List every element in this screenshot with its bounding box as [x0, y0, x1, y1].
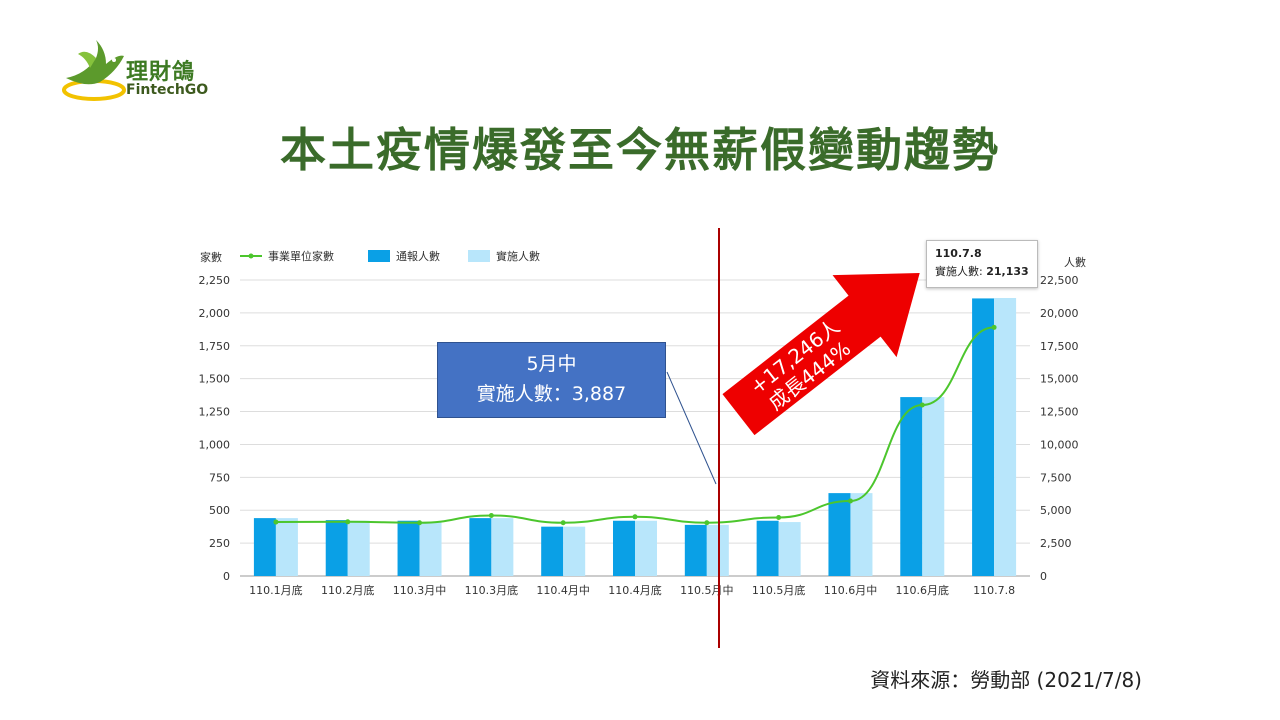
bar-notified [613, 520, 635, 576]
line-point [488, 512, 494, 518]
line-point [847, 498, 853, 504]
y-left-tick-label: 1,000 [199, 438, 231, 451]
y-right-tick-label: 0 [1040, 570, 1047, 583]
source-note: 資料來源：勞動部 (2021/7/8) [870, 668, 1142, 692]
x-tick-label: 110.6月中 [824, 584, 878, 597]
y-left-tick-label: 1,500 [199, 373, 231, 386]
y-left-tick-label: 250 [209, 537, 230, 550]
chart-axes: 0 250 500 750 1,000 1,250 1,500 1,750 2,000 2,250… [199, 250, 1087, 597]
line-point [345, 519, 351, 525]
y-right-tick-label: 5,000 [1040, 504, 1072, 517]
bar-notified [684, 524, 707, 576]
bar-implemented [635, 520, 657, 576]
y-left-tick-label: 1,750 [199, 340, 231, 353]
y-right-tick-label: 20,000 [1040, 307, 1079, 320]
chart-tooltip: 110.7.8 實施人數: 21,133 [926, 240, 1038, 288]
y-right-tick-label: 17,500 [1040, 340, 1079, 353]
callout-line-1: 5月中 [526, 353, 577, 375]
callout-pointer [666, 371, 717, 485]
x-tick-label: 110.6月底 [896, 583, 950, 597]
logo [56, 38, 216, 108]
callout-line-2: 實施人數：3,887 [476, 383, 627, 405]
x-tick-label: 110.5月底 [752, 583, 806, 597]
line-point [273, 519, 279, 525]
legend-label: 通報人數 [396, 250, 440, 263]
x-tick-label: 110.3月底 [465, 583, 519, 597]
bar-implemented [922, 397, 945, 576]
x-tick-label: 110.2月底 [321, 583, 375, 597]
x-tick-label: 110.4月中 [536, 584, 590, 597]
x-tick-label: 110.7.8 [973, 584, 1015, 597]
y-right-tick-label: 15,000 [1040, 373, 1079, 386]
y-left-tick-label: 0 [223, 570, 230, 583]
y-left-tick-label: 1,250 [199, 406, 231, 419]
bar-notified [469, 518, 492, 576]
bar-notified [541, 526, 564, 576]
page-title: 本土疫情爆發至今無薪假變動趨勢 [280, 123, 1000, 177]
x-tick-label: 110.1月底 [249, 583, 303, 597]
y-right-axis-title: 人數 [1064, 256, 1086, 269]
x-tick-label: 110.5月中 [680, 584, 734, 597]
x-tick-label: 110.4月底 [608, 583, 662, 597]
bar-implemented [706, 524, 729, 576]
line-point [704, 520, 710, 526]
legend-label: 實施人數 [496, 249, 540, 263]
y-right-tick-label: 22,500 [1040, 274, 1079, 287]
legend-line-marker [248, 253, 254, 259]
bar-implemented [491, 518, 514, 576]
bar-implemented [778, 522, 801, 576]
chart-line [273, 324, 997, 526]
bar-implemented [850, 493, 873, 576]
legend-label: 事業單位家數 [268, 249, 334, 263]
dove-logo-icon [62, 40, 126, 101]
chart-legend: 事業單位家數 通報人數 實施人數 [240, 249, 540, 263]
y-left-tick-label: 2,250 [199, 274, 231, 287]
legend-notified-swatch [368, 250, 390, 262]
tooltip-date: 110.7.8 [935, 247, 982, 260]
y-left-tick-label: 750 [209, 471, 230, 484]
y-right-tick-label: 7,500 [1040, 471, 1072, 484]
bar-implemented [347, 520, 370, 576]
y-right-tick-label: 10,000 [1040, 438, 1079, 451]
logo-name-en: FintechGO [126, 82, 209, 98]
y-right-tick-label: 2,500 [1040, 537, 1072, 550]
line-point [417, 520, 423, 526]
bar-notified [325, 520, 348, 576]
line-series-path [275, 326, 995, 524]
y-left-tick-label: 500 [209, 504, 230, 517]
bar-notified [397, 520, 420, 576]
bar-implemented [994, 297, 1017, 576]
y-left-tick-label: 2,000 [199, 307, 231, 320]
line-point [919, 402, 925, 408]
logo-name-cn: 理財鴿 [126, 60, 196, 85]
y-left-axis-title: 家數 [200, 250, 222, 264]
line-point [776, 514, 782, 520]
tooltip-value: 21,133 [986, 265, 1029, 278]
line-point [560, 520, 566, 526]
bar-implemented [563, 526, 586, 576]
bar-notified [900, 397, 923, 576]
callout-box: 5月中 實施人數：3,887 [437, 342, 666, 418]
bar-notified [253, 518, 276, 576]
line-point [991, 324, 997, 330]
bar-implemented [275, 518, 298, 576]
x-tick-label: 110.3月中 [393, 584, 447, 597]
line-point [632, 514, 638, 520]
bar-notified [972, 298, 995, 576]
tooltip-label: 實施人數: [935, 265, 983, 278]
legend-implemented-swatch [468, 250, 490, 262]
bar-implemented [419, 522, 442, 576]
chart-bars [253, 297, 1017, 576]
bar-notified [756, 520, 779, 576]
y-right-tick-label: 12,500 [1040, 406, 1079, 419]
bar-notified [828, 493, 851, 576]
